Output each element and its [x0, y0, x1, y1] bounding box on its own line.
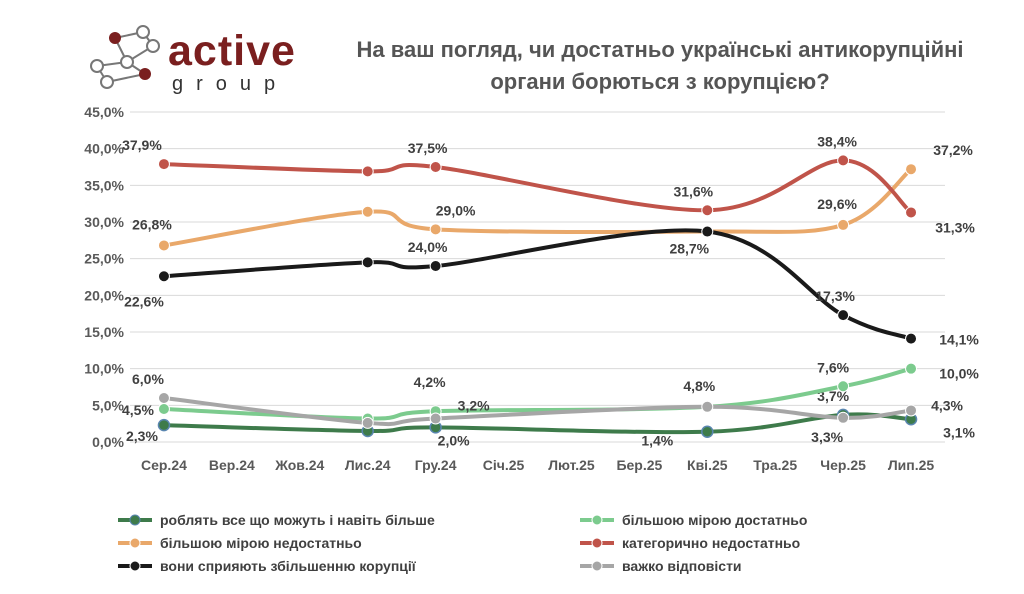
legend-marker	[591, 560, 603, 572]
data-label: 14,1%	[939, 332, 979, 348]
series-line	[161, 412, 914, 435]
data-label: 17,3%	[815, 288, 855, 304]
data-label: 4,3%	[931, 397, 963, 413]
data-label: 28,7%	[669, 241, 709, 257]
chart-title: На ваш погляд, чи достатньо українські а…	[356, 37, 964, 94]
x-tick-label: Кві.25	[687, 457, 728, 473]
data-label: 4,2%	[414, 374, 446, 390]
x-tick-label: Лют.25	[548, 457, 595, 473]
legend-marker	[591, 514, 603, 526]
data-point	[905, 332, 918, 345]
y-tick-label: 45,0%	[84, 104, 124, 120]
data-point	[905, 404, 918, 417]
x-tick-label: Лис.24	[345, 457, 391, 473]
data-label: 37,5%	[408, 140, 448, 156]
brand-logo	[75, 18, 315, 98]
data-label: 38,4%	[817, 133, 857, 149]
data-label: 29,0%	[436, 202, 476, 218]
x-tick-label: Чер.25	[820, 457, 866, 473]
legend-label: більшою мірою недостатньо	[160, 535, 362, 551]
data-point	[905, 362, 918, 375]
x-tick-label: Січ.25	[483, 457, 525, 473]
data-label: 4,5%	[122, 402, 154, 418]
legend-label: категорично недостатньо	[622, 535, 800, 551]
data-point	[701, 204, 714, 217]
y-tick-label: 0,0%	[92, 434, 124, 450]
x-tick-label: Бер.25	[616, 457, 662, 473]
x-tick-label: Лип.25	[888, 457, 935, 473]
data-label: 31,3%	[935, 219, 975, 235]
data-label: 4,8%	[683, 378, 715, 394]
data-point	[837, 154, 850, 167]
series-line	[161, 158, 914, 215]
data-point	[157, 418, 171, 432]
y-tick-label: 25,0%	[84, 251, 124, 267]
data-label: 2,0%	[438, 432, 470, 448]
data-point	[429, 161, 442, 173]
legend-label: більшою мірою достатньо	[622, 512, 807, 528]
data-label: 26,8%	[132, 216, 172, 232]
y-tick-label: 15,0%	[84, 324, 124, 340]
brand-subtitle: group	[172, 73, 289, 95]
legend-marker	[129, 537, 141, 549]
y-tick-label: 35,0%	[84, 177, 124, 193]
data-label: 31,6%	[673, 183, 713, 199]
data-point	[361, 205, 374, 218]
data-point	[157, 239, 170, 252]
series-line	[161, 167, 914, 248]
data-point	[157, 158, 170, 171]
y-tick-label: 5,0%	[92, 397, 124, 413]
data-point	[157, 270, 170, 283]
data-point	[429, 260, 442, 272]
data-label: 3,1%	[943, 424, 975, 440]
data-point	[429, 223, 442, 236]
data-label: 3,3%	[811, 429, 843, 445]
data-point	[157, 392, 170, 404]
x-tick-label: Гру.24	[415, 457, 457, 473]
x-tick-label: Жов.24	[274, 457, 324, 473]
data-point	[701, 400, 714, 413]
data-point	[361, 256, 374, 269]
data-label: 3,2%	[458, 398, 490, 414]
data-point	[429, 412, 442, 425]
x-tick-label: Сер.24	[141, 457, 187, 473]
data-point	[905, 163, 918, 176]
data-label: 1,4%	[641, 433, 673, 449]
data-point	[837, 411, 850, 424]
x-tick-label: Тра.25	[753, 457, 797, 473]
x-tick-label: Вер.24	[209, 457, 255, 473]
data-label: 2,3%	[126, 428, 158, 444]
data-label: 37,2%	[933, 142, 973, 158]
y-tick-label: 30,0%	[84, 214, 124, 230]
legend-label: вони сприяють збільшенню корупції	[160, 558, 417, 574]
molecule-icon	[90, 25, 160, 89]
data-point	[905, 206, 918, 219]
data-point	[837, 309, 850, 322]
y-tick-label: 20,0%	[84, 287, 124, 303]
data-label: 37,9%	[122, 137, 162, 153]
data-label: 6,0%	[132, 371, 164, 387]
data-label: 7,6%	[817, 359, 849, 375]
data-label: 10,0%	[939, 366, 979, 382]
data-point	[157, 403, 170, 415]
legend-label: роблять все що можуть і навіть більше	[160, 512, 435, 528]
legend-marker	[129, 514, 141, 526]
data-point	[837, 218, 850, 231]
legend-marker	[591, 537, 603, 549]
data-label: 29,6%	[817, 196, 857, 212]
data-label: 24,0%	[408, 239, 448, 255]
y-tick-label: 10,0%	[84, 361, 124, 377]
series-line	[161, 228, 914, 341]
data-point	[701, 225, 714, 238]
data-point	[837, 380, 850, 393]
brand-name: active	[168, 27, 296, 75]
data-point	[361, 416, 374, 429]
data-point	[701, 425, 714, 438]
data-label: 22,6%	[124, 293, 164, 309]
legend-marker	[129, 560, 141, 572]
y-tick-label: 40,0%	[84, 141, 124, 157]
data-point	[361, 165, 374, 178]
legend-label: важко відповісти	[622, 558, 742, 574]
